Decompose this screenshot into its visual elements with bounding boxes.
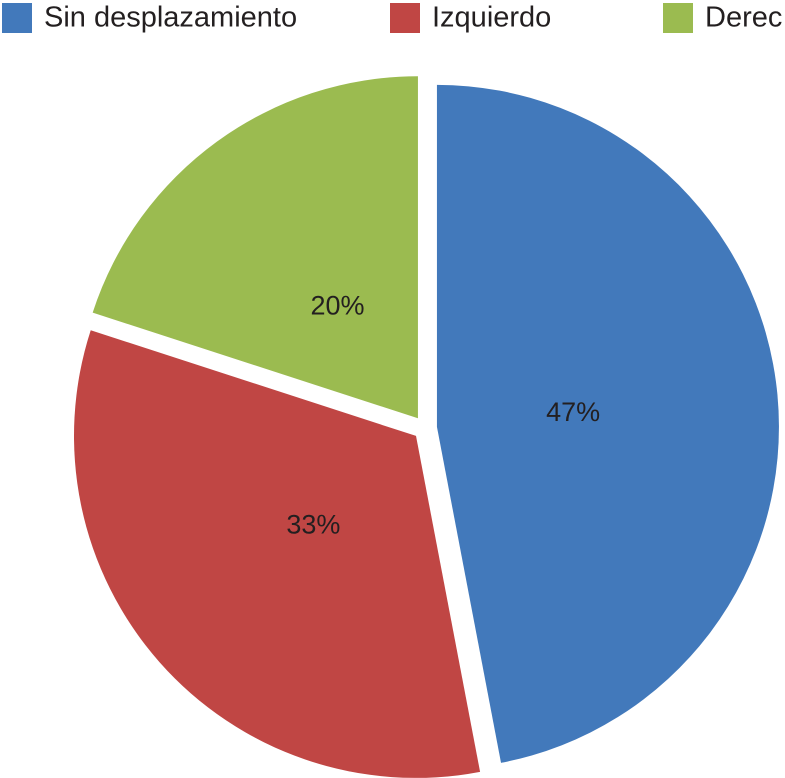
data-label: 20% [311,291,365,321]
legend-swatch [2,3,32,33]
legend-label: Izquierdo [432,2,551,34]
pie-slice [73,330,481,778]
legend-label: Derec [705,2,782,34]
data-label: 33% [286,510,340,540]
pie-slice [436,84,779,763]
data-label: 47% [546,397,600,427]
legend-label: Sin desplazamiento [44,2,297,34]
pie-slice [92,76,418,419]
legend-swatch [390,3,420,33]
legend-swatch [663,3,693,33]
